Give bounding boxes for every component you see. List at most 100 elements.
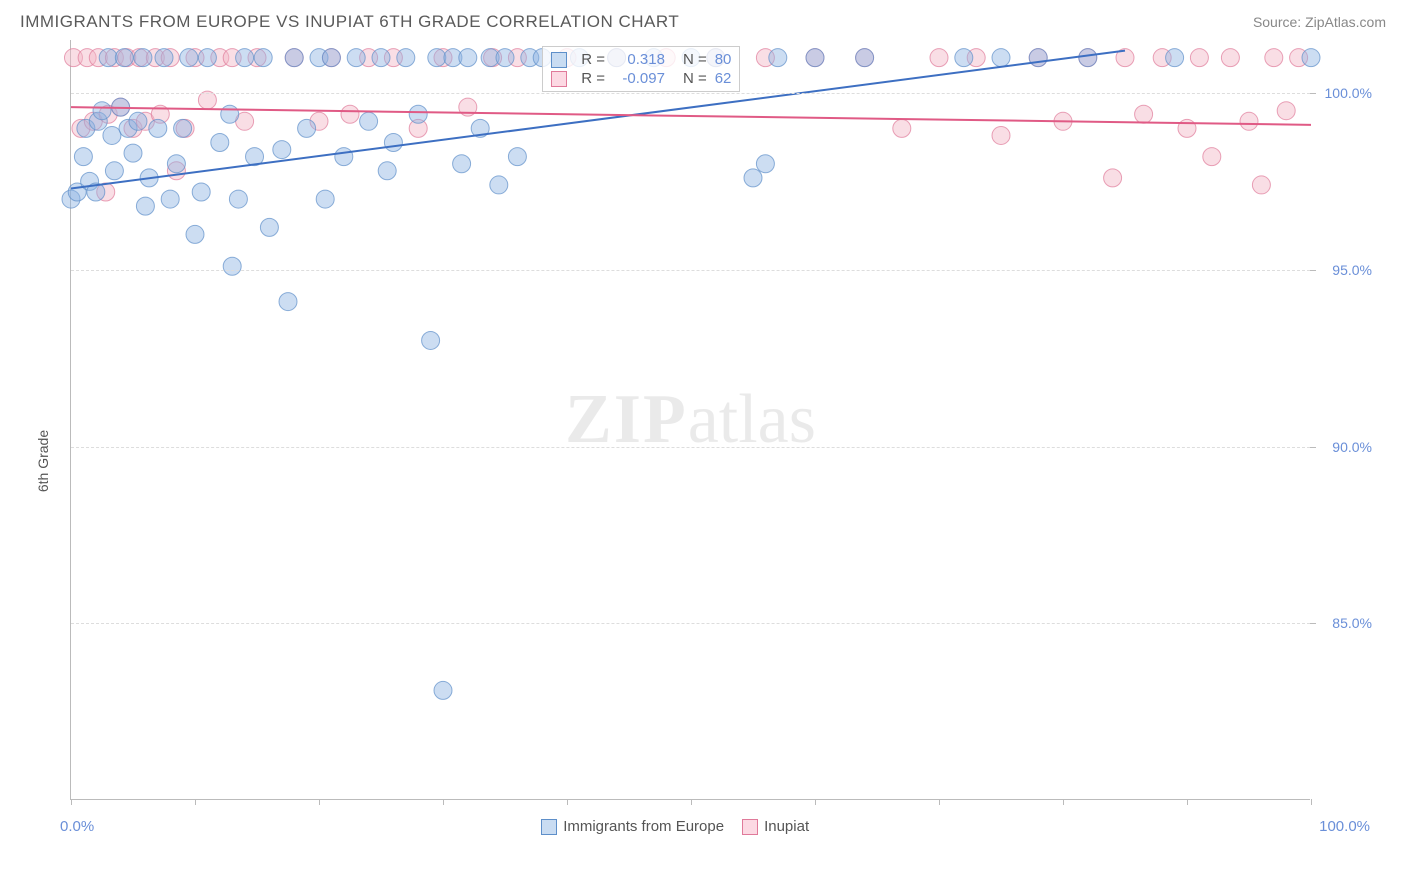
scatter-point-europe [335, 148, 353, 166]
scatter-point-europe [856, 49, 874, 67]
x-axis-max-label: 100.0% [1319, 818, 1370, 835]
scatter-point-inupiat [1221, 49, 1239, 67]
legend-label-europe: Immigrants from Europe [563, 818, 724, 835]
scatter-point-europe [428, 49, 446, 67]
x-tick-mark [691, 799, 692, 805]
grid-line [71, 623, 1310, 624]
chart-header: IMMIGRANTS FROM EUROPE VS INUPIAT 6TH GR… [0, 0, 1406, 40]
scatter-point-inupiat [1135, 105, 1153, 123]
scatter-point-europe [254, 49, 272, 67]
scatter-point-europe [1029, 49, 1047, 67]
scatter-point-europe [806, 49, 824, 67]
legend-item-inupiat[interactable]: Inupiat [742, 818, 809, 835]
x-tick-mark [319, 799, 320, 805]
scatter-point-europe [955, 49, 973, 67]
scatter-point-europe [422, 331, 440, 349]
legend-item-europe[interactable]: Immigrants from Europe [541, 818, 724, 835]
scatter-point-europe [198, 49, 216, 67]
source-link[interactable]: ZipAtlas.com [1305, 14, 1386, 30]
scatter-point-europe [115, 49, 133, 67]
scatter-point-europe [211, 134, 229, 152]
stats-r-value: -0.097 [613, 70, 665, 87]
scatter-point-inupiat [1104, 169, 1122, 187]
chart-container: 6th Grade ZIPatlas R =0.318N =80R =-0.09… [20, 40, 1386, 882]
scatter-point-inupiat [341, 105, 359, 123]
x-tick-mark [443, 799, 444, 805]
x-tick-mark [195, 799, 196, 805]
y-axis-label: 6th Grade [35, 430, 51, 492]
x-tick-mark [1187, 799, 1188, 805]
scatter-point-europe [161, 190, 179, 208]
scatter-point-europe [756, 155, 774, 173]
x-tick-mark [567, 799, 568, 805]
x-tick-mark [815, 799, 816, 805]
y-tick-mark [1310, 93, 1316, 94]
scatter-point-europe [1166, 49, 1184, 67]
scatter-point-europe [992, 49, 1010, 67]
plot-area: ZIPatlas R =0.318N =80R =-0.097N =62 85.… [70, 40, 1310, 800]
scatter-point-europe [769, 49, 787, 67]
legend-swatch-inupiat [742, 819, 758, 835]
stats-n-label: N = [683, 70, 707, 87]
x-tick-mark [1311, 799, 1312, 805]
scatter-point-europe [496, 49, 514, 67]
x-axis-min-label: 0.0% [60, 818, 94, 835]
scatter-point-inupiat [1203, 148, 1221, 166]
chart-title: IMMIGRANTS FROM EUROPE VS INUPIAT 6TH GR… [20, 12, 679, 32]
grid-line [71, 447, 1310, 448]
stats-swatch-inupiat [551, 71, 567, 87]
scatter-point-europe [409, 105, 427, 123]
y-tick-mark [1310, 270, 1316, 271]
scatter-point-europe [167, 155, 185, 173]
scatter-point-inupiat [893, 119, 911, 137]
scatter-point-europe [372, 49, 390, 67]
scatter-point-europe [273, 141, 291, 159]
scatter-point-europe [1302, 49, 1320, 67]
plot-svg [71, 40, 1311, 800]
grid-line [71, 93, 1310, 94]
scatter-point-europe [490, 176, 508, 194]
scatter-point-europe [74, 148, 92, 166]
scatter-point-europe [384, 134, 402, 152]
y-tick-label: 100.0% [1325, 85, 1372, 101]
scatter-point-europe [103, 126, 121, 144]
scatter-point-europe [93, 102, 111, 120]
y-tick-label: 85.0% [1332, 615, 1372, 631]
scatter-point-inupiat [930, 49, 948, 67]
trend-line-inupiat [71, 107, 1311, 125]
stats-n-label: N = [683, 51, 707, 68]
y-tick-label: 95.0% [1332, 262, 1372, 278]
scatter-point-europe [155, 49, 173, 67]
stats-row-inupiat: R =-0.097N =62 [551, 70, 731, 87]
scatter-point-europe [453, 155, 471, 173]
stats-row-europe: R =0.318N =80 [551, 51, 731, 68]
scatter-point-europe [229, 190, 247, 208]
scatter-point-europe [260, 218, 278, 236]
x-tick-mark [1063, 799, 1064, 805]
x-tick-mark [71, 799, 72, 805]
legend-bottom: Immigrants from Europe Inupiat [541, 818, 809, 835]
scatter-point-europe [149, 119, 167, 137]
stats-swatch-europe [551, 52, 567, 68]
scatter-point-europe [744, 169, 762, 187]
scatter-point-europe [105, 162, 123, 180]
scatter-point-europe [322, 49, 340, 67]
scatter-point-europe [186, 225, 204, 243]
scatter-point-europe [508, 148, 526, 166]
scatter-point-inupiat [1277, 102, 1295, 120]
scatter-point-inupiat [1240, 112, 1258, 130]
scatter-point-europe [360, 112, 378, 130]
scatter-point-europe [236, 49, 254, 67]
scatter-point-europe [285, 49, 303, 67]
scatter-point-europe [221, 105, 239, 123]
scatter-point-europe [378, 162, 396, 180]
scatter-point-europe [192, 183, 210, 201]
scatter-point-europe [298, 119, 316, 137]
scatter-point-europe [223, 257, 241, 275]
scatter-point-inupiat [992, 126, 1010, 144]
scatter-point-europe [316, 190, 334, 208]
stats-n-value: 62 [715, 70, 732, 87]
stats-n-value: 80 [715, 51, 732, 68]
scatter-point-europe [459, 49, 477, 67]
scatter-point-europe [180, 49, 198, 67]
